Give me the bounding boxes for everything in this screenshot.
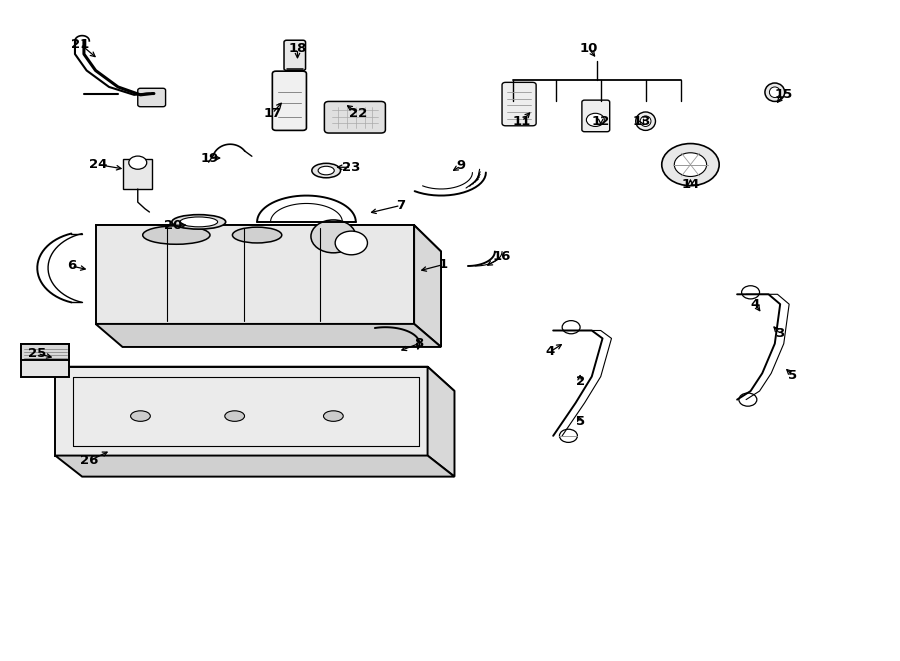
Circle shape [129,156,147,169]
Text: 4: 4 [546,345,555,358]
Text: 10: 10 [580,42,598,56]
Text: 9: 9 [456,159,465,173]
Ellipse shape [172,215,226,229]
Polygon shape [55,455,454,477]
Ellipse shape [180,217,218,227]
Ellipse shape [130,410,150,421]
Polygon shape [122,159,152,189]
FancyBboxPatch shape [502,83,536,126]
Polygon shape [414,225,441,347]
Ellipse shape [770,87,780,97]
Text: 1: 1 [438,258,447,271]
FancyBboxPatch shape [273,71,306,130]
Ellipse shape [311,163,340,178]
Text: 7: 7 [396,199,405,212]
Text: 5: 5 [788,369,797,382]
FancyBboxPatch shape [324,101,385,133]
Ellipse shape [232,227,282,243]
Text: 19: 19 [201,151,219,165]
Ellipse shape [318,167,334,175]
Polygon shape [55,367,454,391]
Text: 17: 17 [263,107,282,120]
Polygon shape [95,225,414,324]
Ellipse shape [323,410,343,421]
Polygon shape [55,367,427,455]
Text: 15: 15 [775,89,793,101]
Text: 25: 25 [28,347,47,360]
Text: 13: 13 [633,115,652,128]
Circle shape [662,143,719,186]
Text: 5: 5 [575,415,585,428]
Polygon shape [21,344,68,377]
Text: 11: 11 [513,115,531,128]
Circle shape [562,321,580,334]
Text: 24: 24 [89,158,107,171]
Polygon shape [428,367,454,477]
Text: 12: 12 [591,115,610,128]
Ellipse shape [640,116,651,126]
Polygon shape [95,225,441,252]
Text: 23: 23 [342,161,361,174]
Circle shape [310,220,356,253]
FancyBboxPatch shape [138,89,166,106]
Ellipse shape [765,83,785,101]
Circle shape [335,231,367,254]
Polygon shape [95,324,441,347]
Text: 22: 22 [349,107,367,120]
FancyBboxPatch shape [582,100,609,132]
Text: 16: 16 [493,251,511,263]
Text: 3: 3 [776,327,785,340]
Circle shape [674,153,706,176]
Circle shape [739,393,757,407]
Circle shape [587,113,604,126]
Circle shape [742,286,760,299]
Text: 14: 14 [681,178,699,191]
Text: 2: 2 [575,375,585,389]
Text: 21: 21 [71,38,89,51]
Text: 26: 26 [80,454,98,467]
Ellipse shape [143,226,210,245]
Ellipse shape [225,410,245,421]
Text: 4: 4 [751,297,760,311]
Polygon shape [21,344,68,360]
Text: 6: 6 [67,260,76,272]
Text: 20: 20 [165,219,183,232]
Ellipse shape [635,112,655,130]
Text: 8: 8 [414,337,423,350]
Text: 18: 18 [288,42,307,56]
Circle shape [560,429,578,442]
FancyBboxPatch shape [284,40,305,71]
